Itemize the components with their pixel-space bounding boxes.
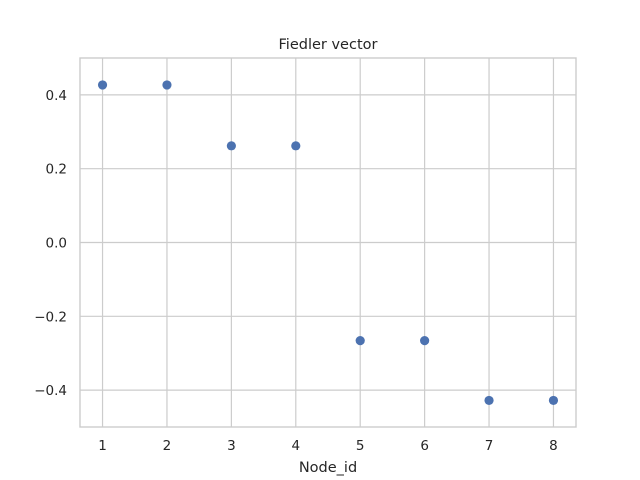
- grid: [80, 58, 576, 427]
- y-tick-label: 0.4: [46, 88, 67, 104]
- x-axis-label: Node_id: [299, 460, 357, 476]
- x-tick-label: 3: [227, 438, 236, 454]
- x-tick-label: 7: [485, 438, 494, 454]
- data-point: [291, 141, 301, 151]
- x-tick-label: 2: [163, 438, 172, 454]
- chart-title: Fiedler vector: [279, 37, 378, 53]
- data-point: [355, 336, 365, 346]
- y-tick-label: 0.0: [46, 236, 67, 252]
- y-tick-labels: −0.4 −0.2 0.0 0.2 0.4: [34, 88, 67, 399]
- x-tick-label: 6: [420, 438, 429, 454]
- x-tick-label: 1: [98, 438, 107, 454]
- plot-frame: [79, 57, 577, 428]
- data-points: [97, 80, 559, 406]
- y-tick-label: −0.2: [34, 309, 67, 325]
- data-point: [97, 80, 108, 90]
- x-tick-label: 4: [291, 438, 300, 454]
- x-tick-labels: 1 2 3 4 5 6 7 8: [98, 438, 558, 454]
- y-tick-label: −0.4: [34, 383, 67, 399]
- data-point: [226, 141, 236, 151]
- data-point: [420, 336, 430, 346]
- x-tick-label: 5: [356, 438, 365, 454]
- y-tick-label: 0.2: [46, 162, 67, 178]
- data-point: [484, 395, 494, 406]
- x-tick-label: 8: [549, 438, 558, 454]
- data-point: [162, 80, 172, 90]
- data-point: [548, 395, 559, 406]
